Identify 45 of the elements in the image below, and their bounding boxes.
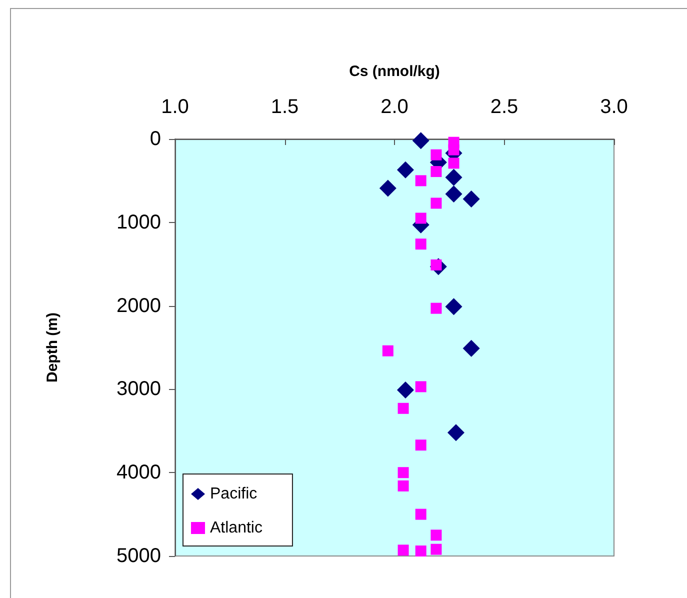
legend-label: Atlantic: [210, 520, 262, 536]
point: [430, 166, 442, 178]
y-tick-label: 5000: [116, 545, 161, 567]
legend-label: Pacific: [210, 486, 258, 502]
point: [430, 149, 442, 160]
point: [448, 144, 460, 156]
y-tick-label: 2000: [116, 294, 161, 317]
point: [462, 190, 480, 208]
point: [398, 544, 409, 556]
point: [415, 381, 426, 392]
point: [430, 302, 442, 314]
y-tick-label: 1000: [116, 211, 161, 234]
point: [396, 382, 414, 399]
point: [445, 186, 462, 203]
x-tick-label: 1.5: [270, 96, 299, 118]
y-tick-label: 3000: [116, 378, 161, 400]
point: [430, 544, 442, 555]
x-tick-label: 2.0: [380, 96, 408, 118]
point: [448, 158, 460, 169]
x-axis-title: Cs (nmol/kg): [349, 63, 440, 80]
point: [430, 198, 442, 209]
point: [445, 298, 462, 316]
point: [398, 480, 409, 492]
point: [412, 132, 430, 150]
point: [430, 530, 442, 541]
point: [415, 508, 426, 520]
x-tick-label: 3.0: [600, 96, 628, 118]
point: [398, 467, 409, 478]
x-tick-label: 2.5: [490, 96, 518, 118]
point: [462, 340, 480, 357]
point: [415, 440, 426, 451]
point: [415, 175, 426, 186]
point: [445, 168, 462, 186]
y-tick-label: 0: [150, 128, 161, 150]
point: [447, 424, 464, 442]
point: [398, 402, 409, 414]
point: [415, 545, 426, 556]
point: [396, 161, 414, 178]
x-tick-label: 1.0: [161, 96, 189, 118]
point: [382, 345, 394, 356]
point: [379, 180, 396, 197]
point: [415, 238, 426, 250]
y-tick-label: 4000: [116, 462, 161, 484]
point: [415, 212, 426, 224]
y-axis-title: Depth (m): [44, 312, 61, 382]
